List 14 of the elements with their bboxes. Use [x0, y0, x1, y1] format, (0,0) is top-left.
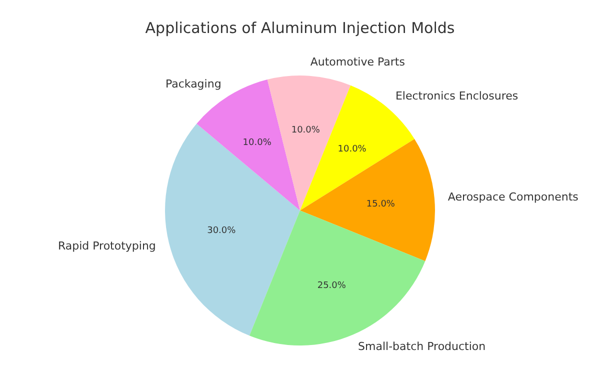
slice-label: Automotive Parts	[310, 55, 406, 68]
slice-label: Rapid Prototyping	[58, 239, 156, 252]
slice-label: Electronics Enclosures	[395, 90, 518, 103]
data-label: 25.0%	[317, 281, 346, 292]
slice-label: Aerospace Components	[448, 190, 579, 204]
data-label: 30.0%	[207, 226, 236, 236]
data-label: 10.0%	[291, 126, 320, 136]
pie-slice	[300, 138, 435, 262]
chart-title: Applications of Aluminum Injection Molds	[145, 19, 455, 37]
slice-label: Small-batch Production	[358, 340, 486, 354]
data-label: 10.0%	[242, 138, 272, 148]
data-label: 10.0%	[338, 144, 367, 154]
data-label: 15.0%	[366, 199, 396, 210]
slice-label: Packaging	[165, 78, 222, 91]
